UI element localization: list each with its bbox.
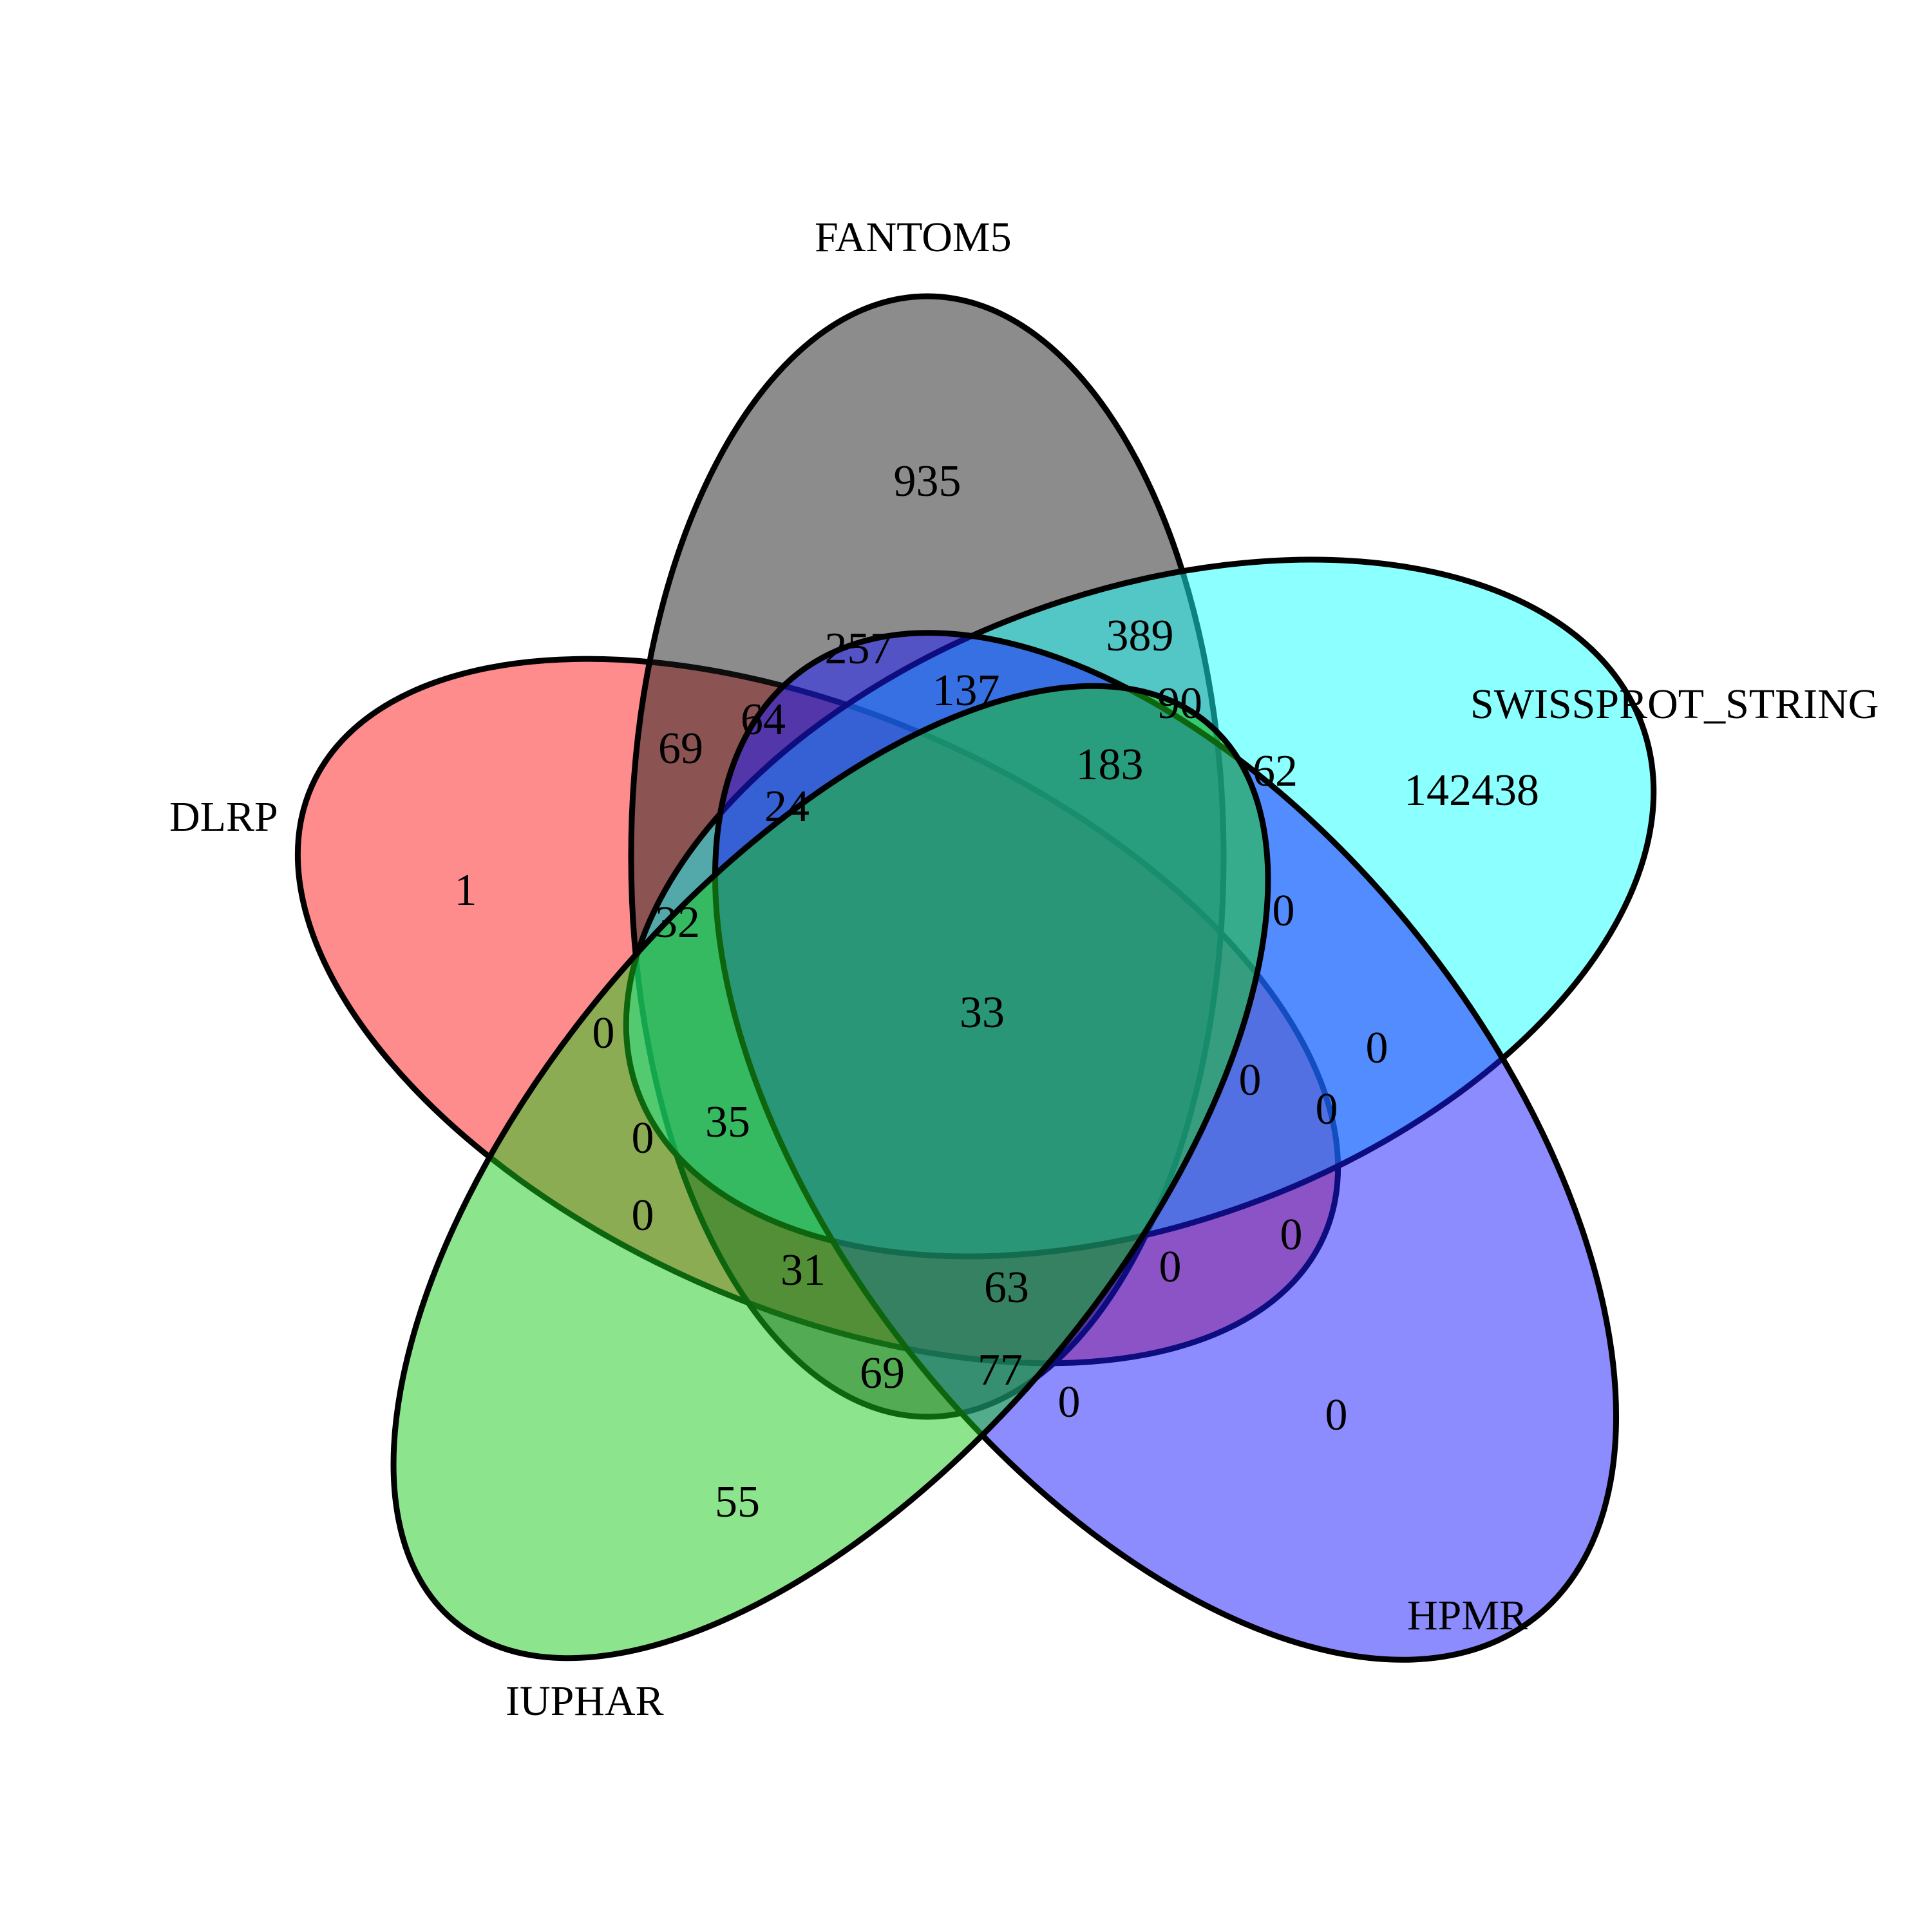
count-region: 69	[658, 724, 703, 773]
count-region: 64	[741, 695, 786, 744]
count-region: 0	[1316, 1084, 1338, 1134]
count-region: 24	[764, 782, 810, 831]
count-swissprot-string-only: 142438	[1404, 766, 1539, 815]
count-region: 77	[978, 1345, 1023, 1395]
count-region: 0	[1366, 1023, 1388, 1073]
set-labels: FANTOM5 DLRP SWISSPROT_STRING HPMR IUPHA…	[169, 214, 1879, 1725]
count-region: 35	[705, 1097, 750, 1147]
ellipse-iuphar	[390, 683, 1271, 1662]
count-iuphar-only: 55	[715, 1477, 760, 1527]
set-ellipses	[294, 293, 1657, 1663]
count-region: 0	[1280, 1210, 1303, 1260]
count-region: 0	[1239, 1056, 1262, 1105]
count-dlrp-only: 1	[455, 866, 477, 915]
count-region: 33	[960, 988, 1005, 1037]
count-hpmr-only: 0	[1325, 1390, 1348, 1440]
count-region: 69	[860, 1349, 905, 1398]
set-label-fantom5: FANTOM5	[815, 214, 1012, 261]
count-region: 32	[655, 898, 700, 947]
region-counts: 1 935 142438 0 55 257 389 137 90 64 69 1…	[455, 457, 1540, 1527]
count-region: 257	[825, 624, 893, 674]
count-region: 0	[592, 1009, 615, 1058]
count-region: 183	[1076, 740, 1144, 790]
count-region: 0	[1058, 1378, 1081, 1427]
count-region: 0	[632, 1191, 654, 1240]
count-region: 137	[933, 666, 1000, 715]
set-label-hpmr: HPMR	[1407, 1592, 1528, 1639]
count-region: 0	[1159, 1242, 1182, 1292]
count-region: 0	[632, 1113, 654, 1163]
set-label-swissprot-string: SWISSPROT_STRING	[1470, 681, 1879, 728]
set-label-iuphar: IUPHAR	[506, 1678, 664, 1725]
set-label-dlrp: DLRP	[169, 793, 278, 840]
count-region: 90	[1157, 679, 1202, 728]
count-region: 63	[984, 1263, 1029, 1312]
count-fantom5-only: 935	[894, 457, 961, 506]
count-region: 0	[1273, 886, 1295, 936]
count-region: 62	[1253, 746, 1298, 796]
count-region: 31	[781, 1245, 826, 1295]
count-region: 389	[1106, 611, 1174, 661]
